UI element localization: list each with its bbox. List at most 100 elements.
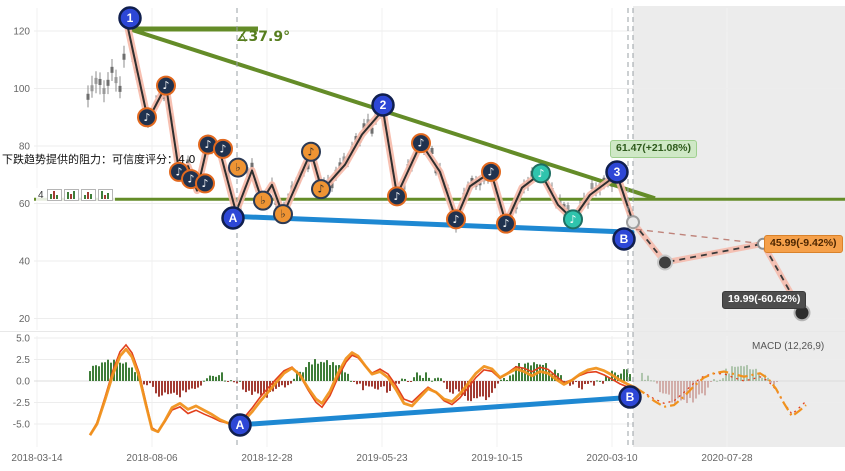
target-mid-badge[interactable]: 45.99(-9.42%) bbox=[764, 235, 843, 253]
macd-histogram-bar bbox=[647, 375, 649, 381]
macd-histogram-bar bbox=[737, 366, 739, 381]
date-axis-label: 2019-10-15 bbox=[471, 453, 523, 464]
macd-histogram-bar bbox=[128, 367, 130, 381]
macd-histogram-bar bbox=[467, 381, 469, 401]
macd-axis-label: -2.5 bbox=[13, 398, 31, 409]
macd-histogram-bar bbox=[389, 381, 391, 391]
macd-histogram-bar bbox=[182, 381, 184, 391]
macd-histogram-bar bbox=[569, 381, 571, 386]
macd-histogram-bar bbox=[110, 362, 112, 381]
note-marker-glyph: ♭ bbox=[235, 161, 240, 174]
ab-trendline-macd[interactable] bbox=[237, 394, 633, 428]
macd-histogram-bar bbox=[533, 362, 535, 381]
macd-histogram-bar bbox=[437, 377, 439, 381]
wave-point-3[interactable] bbox=[605, 160, 629, 184]
projection-node[interactable] bbox=[626, 215, 640, 230]
note-marker-dark[interactable] bbox=[137, 107, 157, 128]
note-marker-dark[interactable] bbox=[496, 213, 516, 234]
macd-histogram-bar bbox=[239, 380, 241, 382]
macd-histogram-bar bbox=[680, 381, 682, 401]
wave-point-1[interactable] bbox=[118, 6, 142, 30]
projection-path[interactable] bbox=[632, 221, 803, 314]
macd-histogram-bar bbox=[656, 381, 658, 384]
note-marker-dark[interactable] bbox=[446, 209, 466, 230]
note-marker-orange[interactable] bbox=[273, 204, 293, 225]
wave-point-label: 3 bbox=[614, 165, 621, 179]
macd-axis-label: 0.0 bbox=[16, 377, 30, 388]
macd-histogram-bar bbox=[671, 381, 673, 403]
macd-histogram-bar bbox=[167, 381, 169, 395]
macd-histogram-bar bbox=[380, 381, 382, 387]
macd-histogram-bar bbox=[404, 378, 406, 381]
macd-histogram-bar bbox=[257, 381, 259, 394]
macd-histogram-bar bbox=[452, 381, 454, 394]
note-marker-dark[interactable] bbox=[195, 173, 215, 194]
macd-histogram-bar bbox=[428, 377, 430, 381]
wave-point-2[interactable] bbox=[371, 93, 395, 117]
macd-histogram-bar bbox=[383, 381, 385, 387]
candle-body bbox=[94, 77, 98, 84]
target-down-badge[interactable]: 19.99(-60.62%) bbox=[722, 291, 807, 309]
macd-histogram-bar bbox=[419, 375, 421, 381]
macd-histogram-bar bbox=[587, 381, 589, 384]
macd-histogram-bar bbox=[728, 373, 730, 381]
note-marker-glyph: ♪ bbox=[417, 137, 424, 150]
note-marker-teal[interactable] bbox=[563, 209, 583, 230]
macd-histogram-bar bbox=[107, 359, 109, 381]
macd-histogram-bar bbox=[305, 367, 307, 381]
macd-histogram-bar bbox=[641, 372, 643, 381]
macd-histogram-bar bbox=[341, 365, 343, 381]
macd-histogram-bar bbox=[320, 361, 322, 381]
macd-histogram-bar bbox=[374, 381, 376, 389]
note-marker-orange[interactable] bbox=[253, 190, 273, 211]
macd-histogram-bar bbox=[578, 381, 580, 388]
macd-histogram-bar bbox=[620, 373, 622, 381]
candle-body bbox=[430, 147, 434, 154]
macd-histogram-bar bbox=[722, 378, 724, 381]
macd-histogram-bar bbox=[353, 381, 355, 382]
note-marker-orange[interactable] bbox=[301, 141, 321, 162]
macd-histogram-bar bbox=[395, 381, 397, 384]
macd-histogram-bar bbox=[146, 381, 148, 386]
downtrend-resistance-line[interactable] bbox=[130, 27, 656, 201]
note-marker-dark[interactable] bbox=[481, 161, 501, 182]
mini-chart-icon bbox=[80, 189, 96, 201]
macd-histogram-bar bbox=[281, 381, 283, 386]
note-marker-dark[interactable] bbox=[213, 138, 233, 159]
macd-histogram-bar bbox=[530, 365, 532, 381]
wave-point-B[interactable] bbox=[612, 227, 636, 251]
note-marker-teal[interactable] bbox=[531, 163, 551, 184]
macd-histogram-bar bbox=[326, 360, 328, 381]
macd-histogram-bar bbox=[488, 381, 490, 398]
note-marker-dark[interactable] bbox=[411, 133, 431, 154]
macd-histogram-bar bbox=[368, 381, 370, 387]
macd-histogram-bar bbox=[701, 381, 703, 394]
macd-histogram-bar bbox=[227, 381, 229, 382]
note-marker-orange[interactable] bbox=[311, 179, 331, 200]
wave-point-label: 1 bbox=[127, 11, 134, 25]
macd-histogram-bar bbox=[287, 381, 289, 386]
macd-histogram-bar bbox=[248, 381, 250, 391]
macd-histogram-bar bbox=[440, 378, 442, 381]
macd-histogram-bar bbox=[683, 381, 685, 400]
candle-body bbox=[106, 79, 110, 86]
projection-node[interactable] bbox=[657, 254, 673, 271]
note-marker-dark[interactable] bbox=[387, 186, 407, 207]
wave-point-A[interactable] bbox=[221, 206, 245, 230]
macd-histogram-bar bbox=[212, 375, 214, 381]
note-marker-glyph: ♪ bbox=[187, 173, 194, 186]
macd-histogram-bar bbox=[302, 372, 304, 381]
note-marker-dark[interactable] bbox=[156, 75, 176, 96]
wave-point-B[interactable] bbox=[618, 385, 642, 409]
candle-body bbox=[122, 53, 126, 60]
macd-histogram-bar bbox=[164, 381, 166, 393]
note-marker-glyph: ♪ bbox=[143, 111, 150, 124]
macd-histogram-bar bbox=[719, 379, 721, 381]
target-up-badge[interactable]: 61.47(+21.08%) bbox=[610, 140, 698, 158]
zigzag-wave-line[interactable] bbox=[127, 27, 634, 225]
wave-point-A[interactable] bbox=[228, 413, 252, 437]
note-marker-orange[interactable] bbox=[228, 157, 248, 178]
wave-point-label: B bbox=[626, 390, 635, 404]
ab-trendline-price[interactable] bbox=[233, 213, 635, 235]
